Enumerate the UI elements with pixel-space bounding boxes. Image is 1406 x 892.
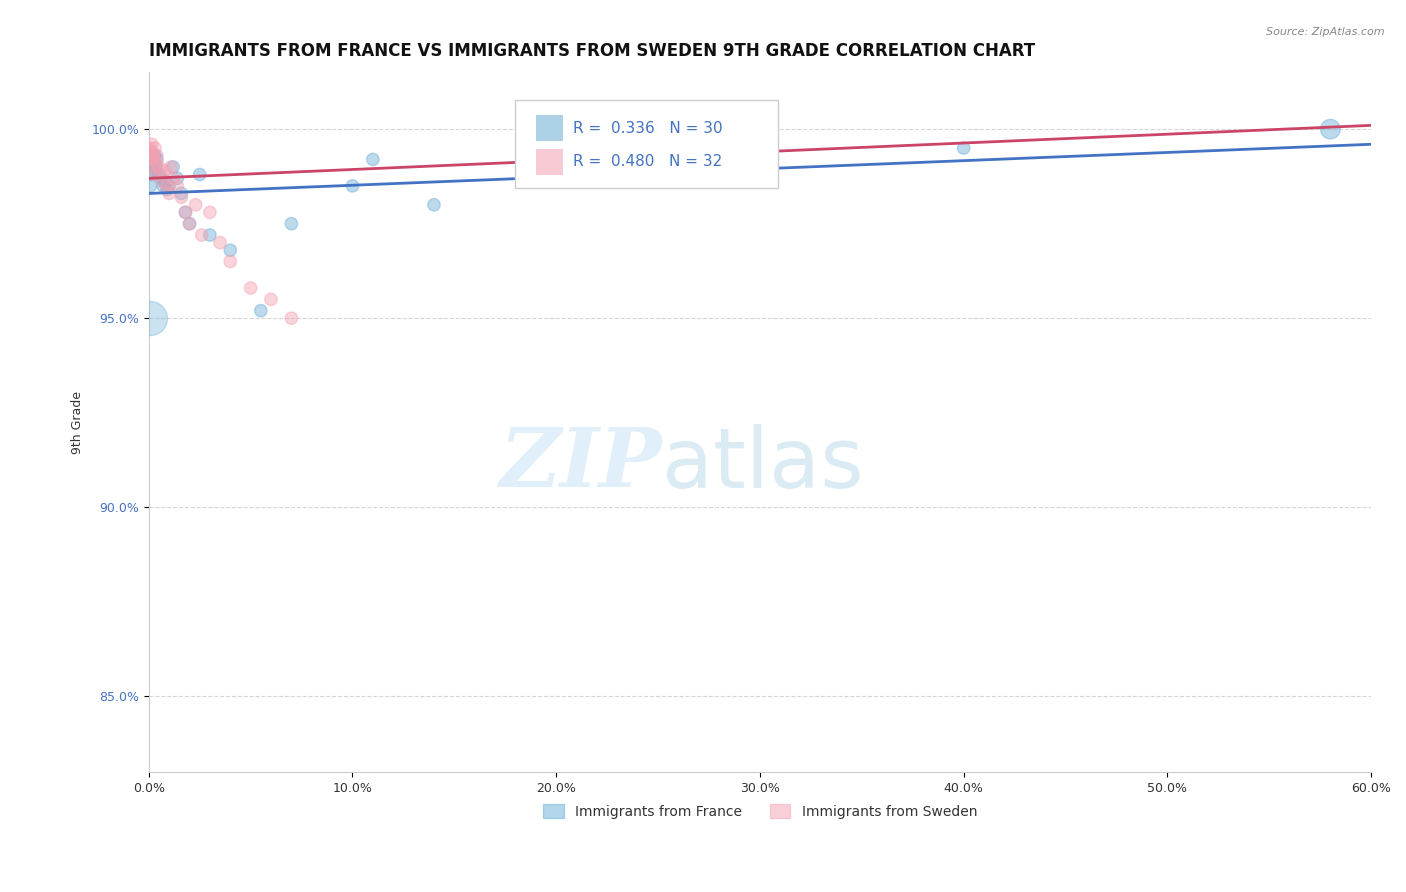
Point (145, 156, 167, 170)
FancyBboxPatch shape (536, 115, 564, 141)
Point (142, 148, 165, 162)
Point (142, 153, 165, 167)
Point (190, 227, 212, 242)
Point (139, 178, 162, 193)
Point (157, 178, 180, 193)
Point (146, 148, 169, 162)
Point (166, 171, 188, 186)
Point (139, 153, 162, 167)
Point (148, 168, 170, 182)
Point (174, 205, 197, 219)
Point (260, 293, 283, 307)
Point (146, 153, 169, 167)
Text: ZIP: ZIP (499, 425, 662, 504)
Point (139, 168, 162, 182)
Point (150, 171, 173, 186)
Y-axis label: 9th Grade: 9th Grade (72, 391, 84, 454)
Point (239, 281, 262, 295)
Point (250, 303, 273, 318)
Point (174, 205, 197, 219)
Point (160, 160, 183, 174)
Text: IMMIGRANTS FROM FRANCE VS IMMIGRANTS FROM SWEDEN 9TH GRADE CORRELATION CHART: IMMIGRANTS FROM FRANCE VS IMMIGRANTS FRO… (149, 42, 1035, 60)
Point (188, 168, 211, 182)
Point (198, 227, 221, 242)
Point (142, 156, 165, 170)
FancyBboxPatch shape (516, 101, 779, 188)
Point (139, 141, 162, 155)
Point (153, 175, 176, 189)
Point (219, 254, 242, 268)
Point (162, 171, 184, 186)
Point (143, 148, 166, 162)
Point (179, 217, 201, 231)
FancyBboxPatch shape (536, 149, 564, 175)
Point (361, 153, 384, 167)
Point (153, 163, 176, 178)
Point (156, 178, 179, 193)
Point (209, 235, 232, 250)
Text: Source: ZipAtlas.com: Source: ZipAtlas.com (1267, 27, 1385, 37)
Point (423, 198, 446, 212)
Text: R =  0.336   N = 30: R = 0.336 N = 30 (572, 120, 723, 136)
Point (152, 178, 174, 193)
Point (145, 160, 167, 174)
Point (152, 175, 174, 189)
Point (141, 153, 163, 167)
Point (148, 160, 170, 174)
Point (143, 141, 166, 155)
Point (141, 160, 163, 174)
Point (139, 160, 162, 174)
Legend: Immigrants from France, Immigrants from Sweden: Immigrants from France, Immigrants from … (537, 798, 983, 824)
Text: R =  0.480   N = 32: R = 0.480 N = 32 (572, 154, 723, 169)
Point (198, 205, 221, 219)
Point (142, 168, 165, 182)
Point (139, 145, 162, 159)
Point (170, 190, 193, 204)
Point (157, 186, 180, 201)
Point (170, 186, 193, 201)
Point (141, 137, 163, 152)
Point (179, 217, 201, 231)
Point (142, 163, 165, 178)
Point (139, 311, 162, 326)
Point (1319, 122, 1341, 136)
Point (162, 160, 184, 174)
Point (342, 178, 364, 193)
Point (184, 198, 207, 212)
Point (280, 311, 302, 326)
Text: atlas: atlas (662, 424, 863, 505)
Point (156, 183, 179, 197)
Point (280, 217, 302, 231)
Point (141, 145, 163, 159)
Point (166, 178, 188, 193)
Point (219, 243, 242, 257)
Point (952, 141, 974, 155)
Point (150, 168, 173, 182)
